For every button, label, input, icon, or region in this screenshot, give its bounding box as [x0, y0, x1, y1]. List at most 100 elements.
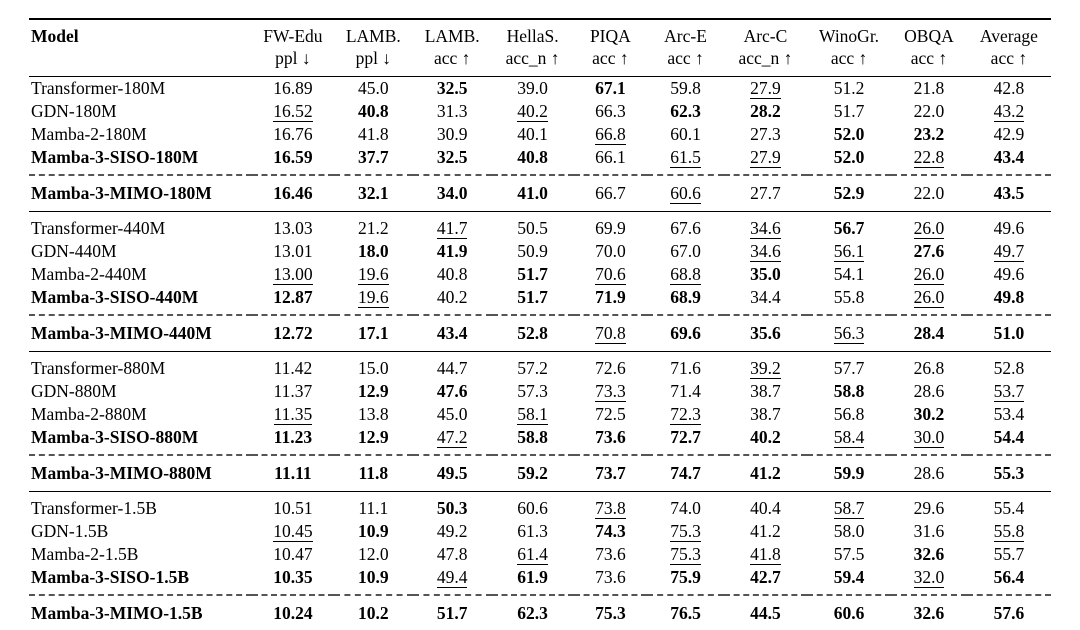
column-header-metric: acc ↑ [830, 48, 868, 68]
column-header: HellaS. acc_n ↑ [491, 19, 574, 77]
value-cell: 41.2 [723, 454, 807, 491]
value-cell: 13.00 [273, 264, 313, 285]
value-cell: 55.4 [966, 490, 1051, 520]
value-cell: 56.8 [833, 404, 865, 425]
value-cell: 28.4 [891, 314, 967, 352]
value-cell: 11.8 [333, 454, 413, 491]
column-header: Arc-C acc_n ↑ [723, 19, 807, 77]
value-cell: 58.8 [833, 381, 865, 402]
value-cell: 27.7 [723, 174, 807, 212]
value-cell: 40.1 [517, 124, 548, 145]
value-cell: 60.6 [806, 593, 892, 630]
value-cell: 51.2 [833, 78, 865, 99]
value-cell: 52.8 [491, 314, 574, 352]
value-cell: 12.87 [273, 287, 313, 308]
value-cell: 69.6 [647, 314, 724, 352]
value-cell: 52.8 [966, 351, 1051, 380]
model-name-cell: Transformer-1.5B [29, 490, 252, 520]
model-name-cell: Mamba-3-MIMO-440M [29, 314, 252, 352]
value-cell: 16.52 [273, 101, 313, 122]
value-cell: 49.6 [993, 264, 1025, 285]
value-cell: 32.5 [436, 147, 468, 168]
value-cell: 57.5 [833, 543, 865, 564]
value-cell: 40.8 [358, 101, 389, 122]
value-cell: 61.9 [517, 566, 548, 587]
value-cell: 27.9 [750, 78, 781, 99]
value-cell: 71.9 [595, 287, 626, 308]
value-cell: 39.2 [723, 351, 807, 380]
value-cell: 30.2 [913, 404, 945, 425]
table-row: Mamba-3-SISO-180M 16.59 37.7 32.5 40.8 66.1 61… [29, 146, 1051, 175]
value-cell: 73.7 [573, 454, 648, 491]
value-cell: 58.1 [517, 404, 548, 425]
value-cell: 66.3 [595, 101, 626, 122]
value-cell: 11.35 [273, 404, 313, 425]
value-cell: 70.6 [595, 264, 626, 285]
value-cell: 34.6 [723, 211, 807, 240]
value-cell: 66.8 [595, 124, 626, 145]
value-cell: 56.4 [993, 566, 1025, 587]
value-cell: 27.6 [913, 241, 945, 262]
value-cell: 45.0 [358, 78, 389, 99]
value-cell: 59.4 [833, 566, 865, 587]
value-cell: 59.8 [670, 78, 701, 99]
value-cell: 41.9 [436, 241, 468, 262]
value-cell: 59.9 [806, 454, 892, 491]
column-header-metric: acc_n ↑ [738, 48, 793, 68]
value-cell: 73.3 [595, 381, 626, 402]
value-cell: 67.6 [647, 211, 724, 240]
value-cell: 10.47 [273, 543, 313, 564]
value-cell: 41.2 [750, 520, 781, 541]
value-cell: 41.7 [412, 211, 492, 240]
value-cell: 12.9 [358, 381, 389, 402]
value-cell: 28.6 [913, 381, 945, 402]
model-name-cell: Mamba-3-SISO-1.5B [31, 566, 189, 587]
value-cell: 10.24 [251, 593, 334, 630]
value-cell: 22.8 [913, 147, 945, 168]
value-cell: 16.59 [273, 147, 313, 168]
column-header-name: Model [31, 26, 79, 46]
value-cell: 49.5 [412, 454, 492, 491]
value-cell: 70.8 [573, 314, 648, 352]
column-header-name: OBQA [904, 26, 954, 46]
value-cell: 59.2 [491, 454, 574, 491]
value-cell: 60.6 [491, 490, 574, 520]
value-cell: 71.6 [647, 351, 724, 380]
value-cell: 16.76 [273, 124, 313, 145]
value-cell: 56.3 [806, 314, 892, 352]
value-cell: 55.3 [966, 454, 1051, 491]
column-header: PIQA acc ↑ [573, 19, 648, 77]
column-header: LAMB. ppl ↓ [333, 19, 413, 77]
column-header-metric: acc ↑ [990, 48, 1028, 68]
value-cell: 73.6 [595, 427, 626, 448]
value-cell: 54.4 [993, 427, 1025, 448]
value-cell: 43.4 [412, 314, 492, 352]
value-cell: 68.8 [670, 264, 701, 285]
model-name-cell: GDN-180M [31, 101, 117, 122]
value-cell: 40.8 [436, 264, 468, 285]
column-header: Arc-E acc ↑ [647, 19, 724, 77]
column-header-model: Model [29, 19, 252, 77]
value-cell: 43.2 [993, 101, 1025, 122]
model-name-cell: Mamba-3-MIMO-880M [29, 454, 252, 491]
table-row: Transformer-180M 16.89 45.0 32.5 39.0 67.1 59.… [29, 77, 1051, 101]
value-cell: 69.9 [573, 211, 648, 240]
value-cell: 60.1 [670, 124, 701, 145]
value-cell: 51.7 [833, 101, 865, 122]
value-cell: 55.8 [833, 287, 865, 308]
value-cell: 27.3 [750, 124, 781, 145]
value-cell: 40.2 [750, 427, 781, 448]
model-name-cell: Mamba-2-1.5B [31, 543, 139, 564]
value-cell: 23.2 [913, 124, 945, 145]
value-cell: 34.0 [412, 174, 492, 212]
table-row: GDN-180M 16.52 40.8 31.3 40.2 66.3 62.3 28.2 51.… [29, 100, 1051, 123]
value-cell: 32.5 [436, 78, 468, 99]
value-cell: 10.9 [358, 566, 389, 587]
value-cell: 34.4 [750, 287, 781, 308]
value-cell: 51.7 [517, 264, 548, 285]
table-row: Mamba-2-440M 13.00 19.6 40.8 51.7 70.6 68.8 35.… [29, 263, 1051, 286]
value-cell: 68.9 [670, 287, 701, 308]
value-cell: 30.9 [436, 124, 468, 145]
value-cell: 40.2 [517, 101, 548, 122]
value-cell: 75.3 [670, 543, 701, 565]
